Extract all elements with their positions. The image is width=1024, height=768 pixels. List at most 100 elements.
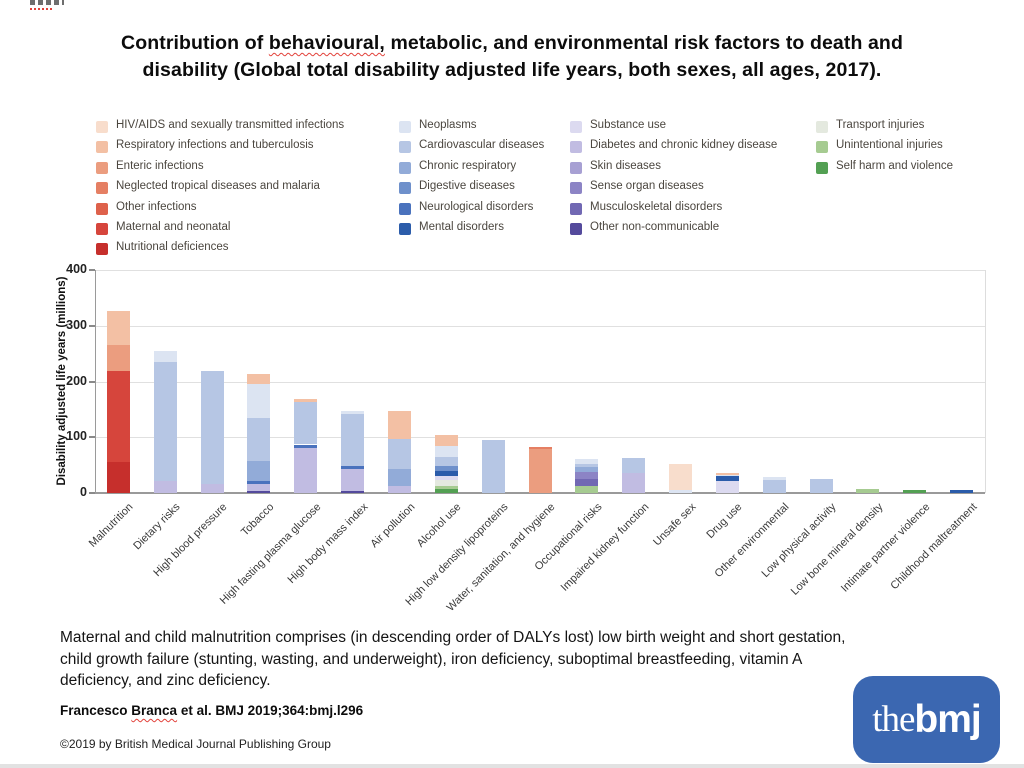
legend-label: HIV/AIDS and sexually transmitted infect… (116, 119, 345, 131)
gridline-300 (95, 325, 985, 327)
legend-label: Neglected tropical diseases and malaria (116, 180, 320, 193)
legend-swatch (570, 182, 582, 195)
y-tick-label: 100 (66, 429, 87, 444)
legend-label: Maternal and neonatal (116, 221, 231, 233)
bar-segment-diabetes-and-chronic-kidney-disease (341, 469, 365, 491)
y-tick-label: 0 (80, 485, 87, 499)
legend-swatch (816, 121, 828, 133)
x-axis-label-childhood-maltreatment: Childhood maltreatment (888, 501, 980, 593)
bar-segment-sense-organ-diseases (575, 471, 599, 479)
legend-swatch (399, 223, 411, 235)
title-text: Contribution of (121, 32, 269, 54)
bar-alcohol-use (434, 435, 458, 493)
x-axis-label-unsafe-sex: Unsafe sex (650, 501, 698, 549)
bar-segment-cardiovascular-diseases (762, 479, 786, 493)
legend-swatch (570, 141, 582, 154)
bar-segment-neurological-disorders (247, 481, 271, 485)
bar-drug-use (715, 472, 739, 493)
bar-segment-self-harm-and-violence (434, 488, 458, 493)
figure-caption: Maternal and child malnutrition comprise… (60, 627, 980, 692)
bar-other-environmental (762, 477, 786, 493)
figure-title: Contribution of behavioural, metabolic, … (0, 30, 1024, 84)
bar-childhood-maltreatment (950, 490, 974, 493)
bar-segment-substance-use (434, 476, 458, 480)
legend-swatch (96, 141, 108, 154)
bar-segment-chronic-respiratory (575, 467, 599, 472)
bar-high-fasting-plasma-glucose (294, 398, 318, 493)
legend-label: Other infections (116, 200, 197, 213)
legend-swatch (570, 223, 582, 235)
bar-segment-diabetes-and-chronic-kidney-disease (200, 483, 224, 493)
bar-segment-cardiovascular-diseases (388, 438, 411, 469)
x-axis-label-drug-use: Drug use (704, 501, 745, 542)
bar-segment-enteric-infections (106, 344, 130, 372)
bar-segment-cardiovascular-diseases (200, 371, 224, 484)
legend-label: Neoplasms (419, 119, 477, 131)
bar-occupational-risks (575, 459, 599, 493)
bar-segment-neoplasms (669, 490, 692, 493)
bar-air-pollution (388, 411, 411, 493)
legend-swatch (96, 121, 108, 133)
citation-flagged-word: Branca (131, 703, 178, 718)
legend-label: Transport injuries (836, 119, 925, 131)
legend-label: Mental disorders (419, 221, 505, 233)
legend-label: Substance use (590, 119, 667, 131)
bar-dietary-risks (153, 350, 177, 493)
bar-high-body-mass-index (341, 410, 365, 493)
bar-segment-diabetes-and-chronic-kidney-disease (247, 484, 271, 491)
bar-segment-neoplasms (715, 474, 739, 477)
bar-segment-hiv-aids-and-sexually-transmitted-infections (669, 464, 692, 491)
bar-segment-mental-disorders (434, 471, 458, 477)
x-axis-label-tobacco: Tobacco (238, 501, 277, 539)
bmj-logo-the: the (872, 699, 915, 740)
legend-swatch (816, 141, 828, 154)
legend-swatch (399, 202, 411, 215)
bar-segment-cardiovascular-diseases (294, 402, 318, 445)
bar-segment-neoplasms (575, 459, 599, 464)
bar-segment-other-non-communicable (247, 490, 271, 493)
bar-high-low-density-lipoproteins (481, 440, 505, 493)
bar-segment-cardiovascular-diseases (341, 413, 365, 467)
x-axis-label-intimate-partner-violence: Intimate partner violence (838, 501, 933, 595)
legend-label: Respiratory infections and tuberculosis (116, 139, 314, 152)
bmj-logo-bmj: bmj (914, 697, 981, 741)
bar-segment-respiratory-infections-and-tuberculosis (247, 374, 271, 384)
bar-low-bone-mineral-density (856, 488, 880, 493)
title-text: metabolic, and environmental risk factor… (384, 32, 903, 54)
legend-label: Neurological disorders (419, 200, 534, 213)
bottom-edge-line (0, 764, 1024, 768)
bar-segment-chronic-respiratory (388, 469, 411, 486)
bar-segment-transport-injuries (434, 479, 458, 487)
title-flagged-word: behavioural, (268, 32, 385, 54)
bar-segment-enteric-infections (528, 449, 552, 493)
legend-swatch (816, 161, 828, 174)
legend-label: Nutritional deficiences (116, 241, 229, 254)
legend-swatch (399, 182, 411, 195)
legend-label: Skin diseases (590, 159, 661, 172)
x-axis-label-low-bone-mineral-density: Low bone mineral density (788, 501, 886, 598)
clipped-text-artifact (30, 0, 66, 10)
bar-segment-neoplasms (762, 477, 786, 480)
legend-swatch (96, 182, 108, 195)
legend-swatch (399, 161, 411, 174)
caption-line: child growth failure (stunting, wasting,… (60, 650, 803, 668)
gridline-400 (95, 270, 985, 271)
bar-segment-neurological-disorders (294, 444, 318, 448)
caption-line: Maternal and child malnutrition comprise… (60, 629, 846, 646)
bar-segment-mental-disorders (715, 476, 739, 481)
x-axis-label-malnutrition: Malnutrition (87, 501, 136, 550)
legend-label: Self harm and violence (836, 159, 953, 172)
bar-segment-musculoskeletal-disorders (575, 478, 599, 487)
copyright-line: ©2019 by British Medical Journal Publish… (60, 737, 331, 751)
legend-label: Unintentional injuries (836, 139, 943, 152)
bar-segment-digestive-diseases (434, 466, 458, 472)
x-axis-line (95, 492, 985, 494)
legend-label: Other non-communicable (590, 221, 720, 233)
bar-segment-cardiovascular-diseases (809, 479, 833, 493)
bar-impaired-kidney-function (622, 458, 646, 493)
legend-label: Enteric infections (116, 159, 204, 172)
bar-segment-unintentional-injuries (434, 486, 458, 489)
bar-segment-diabetes-and-chronic-kidney-disease (622, 473, 646, 493)
bar-segment-substance-use (715, 480, 739, 493)
bar-segment-respiratory-infections-and-tuberculosis (715, 472, 739, 475)
